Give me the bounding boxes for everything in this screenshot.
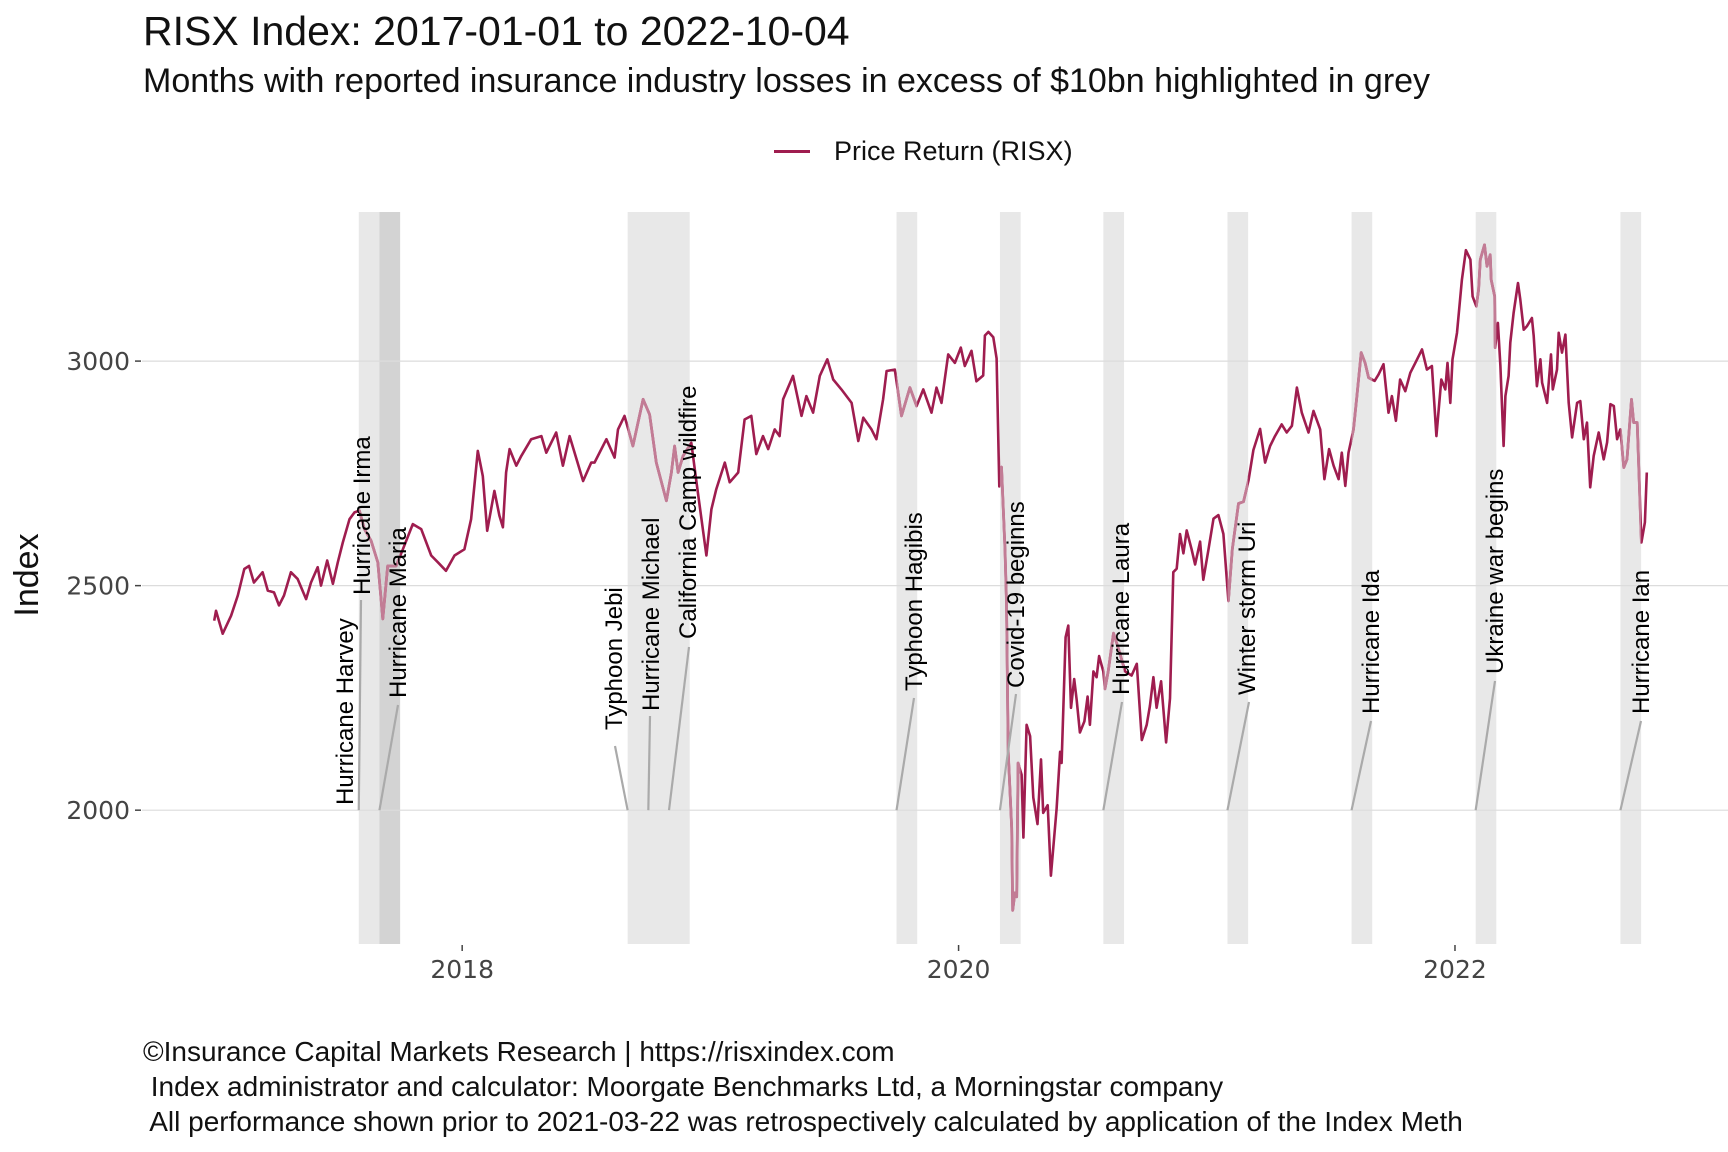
footer-disclaimer: All performance shown prior to 2021-03-2… (143, 1106, 1463, 1137)
footer-copyright: ©Insurance Capital Markets Research | ht… (143, 1036, 895, 1067)
annotation-leader-line (613, 745, 629, 811)
x-tick-label: 2022 (1423, 955, 1487, 984)
annotation-leader-line (647, 715, 652, 811)
event-band (627, 212, 649, 944)
y-tick-label: 2000 (66, 796, 130, 825)
annotation-leader-line (998, 693, 1018, 811)
event-band (1475, 212, 1497, 944)
annotation-leader-line (1474, 680, 1497, 811)
annotation-labels: Hurricane Harvey Hurricane Irma Hurricane … (332, 386, 1655, 805)
event-label: Typhoon Hagibis (901, 512, 928, 691)
event-label: Hurricane Michael (638, 518, 665, 711)
legend: Price Return (RISX) (774, 136, 1073, 167)
y-tick-label: 3000 (66, 347, 130, 376)
legend-label: Price Return (RISX) (834, 136, 1073, 166)
event-band (999, 212, 1021, 944)
annotation-leader-line (1619, 720, 1643, 811)
legend-line-swatch (774, 150, 810, 153)
annotation-leader-line (378, 704, 400, 811)
event-band (1227, 212, 1249, 944)
event-band (358, 212, 380, 944)
event-label: Hurricane Maria (385, 527, 412, 698)
x-tick-label: 2018 (430, 955, 494, 984)
annotation-leader-line (667, 646, 691, 811)
annotation-leader-line (895, 697, 916, 811)
gridlines (142, 360, 1728, 811)
axes: 2000 2500 3000 2018 2020 2022 (66, 347, 1486, 984)
event-band (1103, 212, 1125, 944)
annotation-leader-line (1102, 701, 1124, 811)
event-label: Winter storm Uri (1234, 522, 1261, 695)
annotation-leader-line (1350, 720, 1373, 811)
y-axis-title: Index (8, 533, 46, 616)
event-label: Ukraine war begins (1482, 469, 1509, 674)
annotation-leader-line (357, 599, 363, 811)
footer: ©Insurance Capital Markets Research | ht… (143, 1034, 1463, 1139)
event-label: Typhoon Jebi (601, 587, 628, 730)
event-band (379, 212, 401, 944)
event-label: Covid-19 beginns (1003, 501, 1030, 688)
event-label: Hurricane Ida (1358, 569, 1385, 714)
x-tick-label: 2020 (927, 955, 991, 984)
event-band (648, 212, 670, 944)
footer-administrator: Index administrator and calculator: Moor… (143, 1071, 1224, 1102)
annotation-leader-line (1226, 701, 1251, 811)
chart-subtitle: Months with reported insurance industry … (143, 62, 1431, 100)
event-label: Hurricane Laura (1108, 522, 1135, 695)
annotation-leaders (357, 599, 1643, 811)
event-label: Hurricane Harvey (332, 618, 359, 805)
event-label: Hurricane Irma (349, 436, 376, 595)
event-band (1620, 212, 1642, 944)
event-label: Hurricane Ian (1628, 570, 1655, 714)
chart-title: RISX Index: 2017-01-01 to 2022-10-04 (143, 8, 850, 54)
series-group (212, 243, 1649, 912)
event-band (379, 212, 401, 944)
event-label: California Camp wildfire (675, 386, 702, 639)
event-bands (358, 212, 1642, 944)
y-tick-label: 2500 (66, 572, 130, 601)
